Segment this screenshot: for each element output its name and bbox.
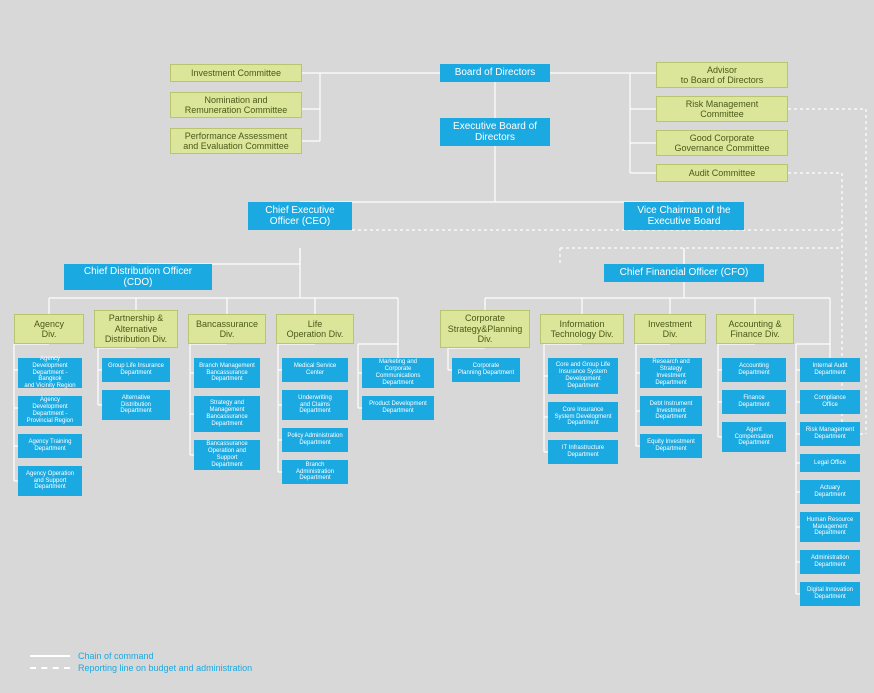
node-perf_comm: Performance Assessmentand Evaluation Com… [170,128,302,154]
node-banc_div: BancassuranceDiv. [188,314,266,344]
node-ceo: Chief ExecutiveOfficer (CEO) [248,202,352,230]
legend-solid: Chain of command [30,651,252,661]
node-board: Board of Directors [440,64,550,82]
node-branch_admin: Branch AdministrationDepartment [282,460,348,484]
node-corp_div: CorporateStrategy&PlanningDiv. [440,310,530,348]
node-risk_mgmt_dept: Risk ManagementDepartment [800,422,860,446]
node-exec_board: Executive Board ofDirectors [440,118,550,146]
node-strat_mgmt: Strategy andManagementBancassuranceDepar… [194,396,260,432]
node-underwriting: Underwritingand ClaimsDepartment [282,390,348,420]
node-admin_dept: AdministrationDepartment [800,550,860,574]
node-legal: Legal Office [800,454,860,472]
node-compliance: ComplianceOffice [800,390,860,414]
node-branch_mgmt: Branch ManagementBancassuranceDepartment [194,358,260,388]
node-agency_train: Agency TrainingDepartment [18,434,82,458]
node-it_div: InformationTechnology Div. [540,314,624,344]
node-advisor: Advisorto Board of Directors [656,62,788,88]
node-medical: Medical ServiceCenter [282,358,348,382]
node-hr: Human ResourceManagementDepartment [800,512,860,542]
node-finance: FinanceDepartment [722,390,786,414]
node-agency_div: AgencyDiv. [14,314,84,344]
node-nom_comm: Nomination andRemuneration Committee [170,92,302,118]
node-research_inv: Research andStrategy InvestmentDepartmen… [640,358,702,388]
node-vice_chair: Vice Chairman of theExecutive Board [624,202,744,230]
node-partner_div: Partnership &AlternativeDistribution Div… [94,310,178,348]
node-acct_div: Accounting &Finance Div. [716,314,794,344]
node-core_ins: Core InsuranceSystem DevelopmentDepartme… [548,402,618,432]
node-banc_op: BancassuranceOperation and SupportDepart… [194,440,260,470]
node-product_dev: Product DevelopmentDepartment [362,396,434,420]
node-agency_op: Agency Operationand SupportDepartment [18,466,82,496]
node-debt_inv: Debt InstrumentInvestmentDepartment [640,396,702,426]
node-invest_div: InvestmentDiv. [634,314,706,344]
legend: Chain of command Reporting line on budge… [30,651,252,675]
legend-dashed-line [30,667,70,669]
node-agent_comp: AgentCompensationDepartment [722,422,786,452]
node-actuary: ActuaryDepartment [800,480,860,504]
legend-dashed: Reporting line on budget and administrat… [30,663,252,673]
legend-dashed-label: Reporting line on budget and administrat… [78,663,252,673]
node-risk_comm: Risk ManagementCommittee [656,96,788,122]
node-cfo: Chief Financial Officer (CFO) [604,264,764,282]
node-life_div: LifeOperation Div. [276,314,354,344]
node-policy_admin: Policy AdministrationDepartment [282,428,348,452]
node-audit_comm: Audit Committee [656,164,788,182]
node-internal_audit: Internal AuditDepartment [800,358,860,382]
node-cdo: Chief Distribution Officer(CDO) [64,264,212,290]
legend-solid-label: Chain of command [78,651,154,661]
node-gov_comm: Good CorporateGovernance Committee [656,130,788,156]
node-agency_dev_1: Agency DevelopmentDepartment - Bangkokan… [18,358,82,388]
node-group_life: Group Life InsuranceDepartment [102,358,170,382]
node-core_it: Core and Group LifeInsurance SystemDevel… [548,358,618,394]
node-alt_dist: AlternativeDistributionDepartment [102,390,170,420]
node-marketing: Marketing and CorporateCommunicationsDep… [362,358,434,388]
node-corp_plan: CorporatePlanning Department [452,358,520,382]
legend-solid-line [30,655,70,657]
node-it_infra: IT InfrastructureDepartment [548,440,618,464]
node-agency_dev_2: Agency DevelopmentDepartment -Provincial… [18,396,82,426]
node-digital: Digital InnovationDepartment [800,582,860,606]
node-invest_comm: Investment Committee [170,64,302,82]
node-accounting: AccountingDepartment [722,358,786,382]
node-equity_inv: Equity InvestmentDepartment [640,434,702,458]
